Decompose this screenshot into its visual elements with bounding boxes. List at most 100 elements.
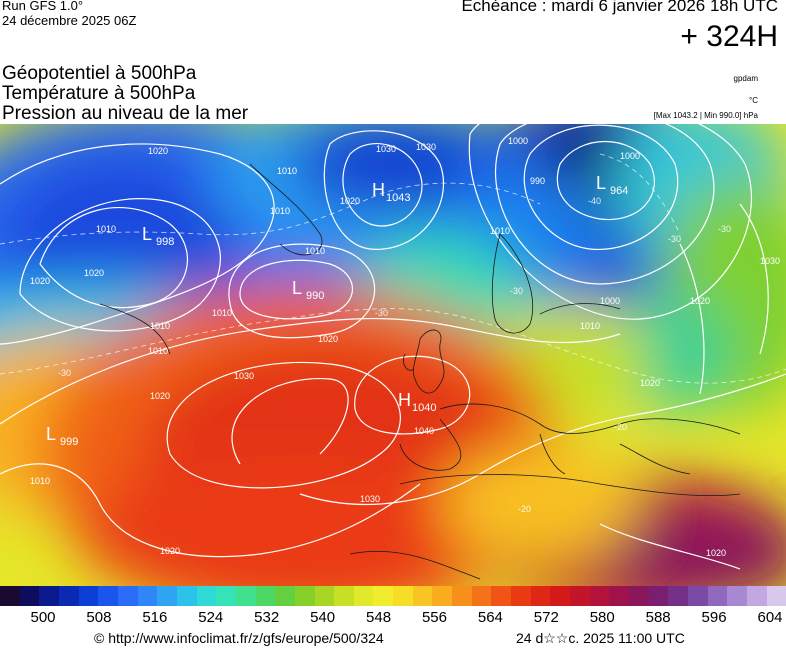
color-scale-swatch xyxy=(275,586,295,606)
color-scale-swatch xyxy=(314,586,335,606)
map-title-temperature: Température à 500hPa xyxy=(2,83,196,104)
weather-map: L 964 L 998 L 990 L 999 H 1043 H 1040 10… xyxy=(0,124,786,586)
isobar-label: 1010 xyxy=(30,476,50,486)
isobars xyxy=(0,124,786,570)
color-scale-swatch xyxy=(727,586,747,606)
isotherm-label: -30 xyxy=(718,224,731,234)
isotherm-label: -30 xyxy=(668,234,681,244)
isobar-label: 1010 xyxy=(277,166,297,176)
svg-text:L: L xyxy=(46,424,56,444)
isobar-label: 1020 xyxy=(690,296,710,306)
color-scale-label: 564 xyxy=(477,609,503,626)
isobar-label: 1020 xyxy=(318,334,338,344)
svg-text:990: 990 xyxy=(306,290,324,302)
color-scale-label: 508 xyxy=(86,609,112,626)
isobar-label: 1020 xyxy=(340,196,360,206)
color-scale-label: 524 xyxy=(198,609,224,626)
color-scale-swatch xyxy=(176,586,197,606)
color-scale-label: 516 xyxy=(142,609,168,626)
pressure-range: [Max 1043.2 | Min 990.0] hPa xyxy=(653,111,758,120)
forecast-horizon: + 324H xyxy=(680,20,778,53)
isobar-label: 1020 xyxy=(150,391,170,401)
color-scale-labels: 500 508 516 524 532 540 548 556 564 572 580 588 596 6… xyxy=(0,609,786,629)
color-scale-swatch xyxy=(373,586,394,606)
color-scale-label: 572 xyxy=(533,609,559,626)
svg-text:L: L xyxy=(596,173,606,193)
isotherm-label: -40 xyxy=(588,196,601,206)
source-url: © http://www.infoclimat.fr/z/gfs/europe/… xyxy=(94,630,384,646)
isotherm-label: -30 xyxy=(510,286,523,296)
color-scale-bar xyxy=(0,586,786,606)
color-scale-swatch xyxy=(393,586,413,606)
isobar-label: 1030 xyxy=(360,494,380,504)
isobar-label: 1010 xyxy=(580,321,600,331)
isobar-label: 1020 xyxy=(148,146,168,156)
isobar-label: 1010 xyxy=(212,308,232,318)
isotherm-label: -20 xyxy=(518,504,531,514)
color-scale-label: 556 xyxy=(421,609,447,626)
color-scale-swatch xyxy=(19,586,40,606)
low-pressure-center: L 998 xyxy=(142,224,174,248)
isobar-label: 1000 xyxy=(508,136,528,146)
color-scale-swatch xyxy=(137,586,158,606)
isobar-label: 1030 xyxy=(760,256,780,266)
color-scale-swatch xyxy=(766,586,786,606)
generation-date: 24 d☆☆c. 2025 11:00 UTC xyxy=(516,630,685,646)
unit-temperature: °C xyxy=(749,96,758,105)
color-scale-swatch xyxy=(668,586,688,606)
color-scale-swatch xyxy=(707,586,728,606)
isobar-label: 1000 xyxy=(620,151,640,161)
isobar-label: 1020 xyxy=(160,546,180,556)
color-scale-swatch xyxy=(353,586,374,606)
isobar-label: 1010 xyxy=(96,224,116,234)
svg-text:H: H xyxy=(398,390,411,410)
svg-text:H: H xyxy=(372,180,385,200)
isobar-label: 1030 xyxy=(234,371,254,381)
isotherm-label: -30 xyxy=(58,368,71,378)
color-scale-swatch xyxy=(629,586,649,606)
color-scale-label: 596 xyxy=(701,609,727,626)
color-scale-swatch xyxy=(648,586,669,606)
geopotential-field xyxy=(0,124,786,586)
color-scale-swatch xyxy=(98,586,118,606)
color-scale-swatch xyxy=(294,586,315,606)
pressure-centers: L 964 L 998 L 990 L 999 H 1043 H 1040 xyxy=(46,173,628,448)
color-scale-swatch xyxy=(746,586,767,606)
isobar-label: 1020 xyxy=(84,268,104,278)
isotherms xyxy=(0,153,786,384)
color-scale-label: 580 xyxy=(589,609,615,626)
map-title-geopotential: Géopotentiel à 500hPa xyxy=(2,63,197,84)
color-scale-swatch xyxy=(452,586,472,606)
color-scale-swatch xyxy=(609,586,629,606)
isobar-label: 1020 xyxy=(30,276,50,286)
color-scale-label: 548 xyxy=(366,609,392,626)
color-scale-swatch xyxy=(0,586,20,606)
isobar-labels: 1020 1010 1010 1020 1020 1030 1030 1010 … xyxy=(30,136,780,558)
color-scale-swatch xyxy=(570,586,590,606)
color-scale-swatch xyxy=(471,586,492,606)
color-scale-label: 500 xyxy=(30,609,56,626)
isobar-label: 1010 xyxy=(490,226,510,236)
isobar-label: 990 xyxy=(530,176,545,186)
run-title: Run GFS 1.0° xyxy=(2,0,84,13)
isotherm-labels: -30 -30 -30 -40 -30 -20 -30 -20 xyxy=(58,196,731,514)
color-scale-swatch xyxy=(589,586,610,606)
isobar-label: 1020 xyxy=(706,548,726,558)
isobar-label: 1010 xyxy=(148,346,168,356)
isobar-label: 1010 xyxy=(150,321,170,331)
color-scale-swatch xyxy=(530,586,551,606)
isobar-label: 1000 xyxy=(600,296,620,306)
high-pressure-center: H 1040 xyxy=(398,390,436,414)
color-scale-label: 532 xyxy=(254,609,280,626)
low-pressure-center: L 999 xyxy=(46,424,78,448)
color-scale-swatch xyxy=(687,586,708,606)
color-scale-swatch xyxy=(255,586,276,606)
isobar-label: 1030 xyxy=(376,144,396,154)
color-scale-swatch xyxy=(432,586,453,606)
coastlines xyxy=(99,163,741,580)
color-scale-swatch xyxy=(412,586,433,606)
color-scale-swatch xyxy=(78,586,99,606)
run-date: 24 décembre 2025 06Z xyxy=(2,13,137,28)
isobar-label: 1010 xyxy=(305,246,325,256)
color-scale-label: 540 xyxy=(310,609,336,626)
